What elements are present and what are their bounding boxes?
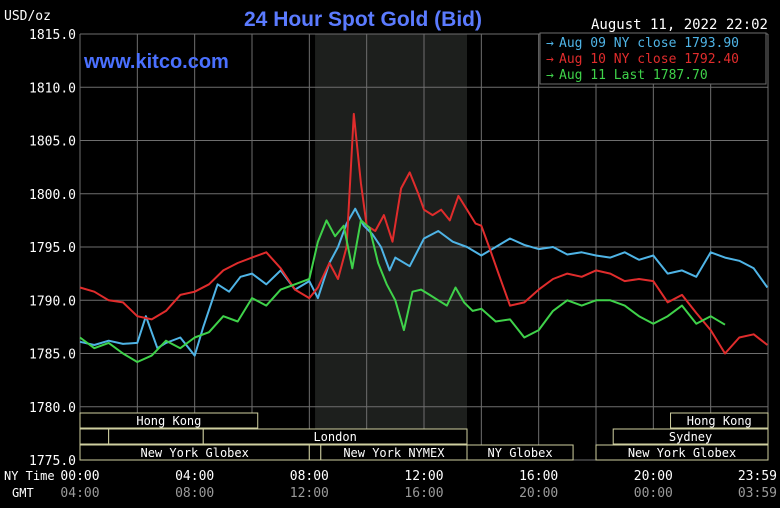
legend-box (539, 32, 767, 85)
session-box (308, 444, 322, 461)
legend-arrow-2: → (546, 52, 554, 67)
x-tick-gmt: 16:00 (404, 486, 443, 501)
y-tick-label: 1780.0 (29, 401, 76, 416)
session-label: Hong Kong (687, 414, 752, 428)
session-box (108, 428, 204, 445)
session-box (79, 412, 259, 429)
series-lines (79, 112, 769, 363)
y-tick-label: 1785.0 (29, 348, 76, 363)
grid-lines (79, 33, 769, 461)
x-tick-ny: 08:00 (290, 469, 329, 484)
y-tick-label: 1800.0 (29, 188, 76, 203)
chart-title: 24 Hour Spot Gold (Bid) (244, 8, 482, 31)
session-label: Hong Kong (136, 414, 201, 428)
series-line-1 (79, 207, 769, 357)
session-box (595, 444, 769, 461)
session-box (202, 428, 468, 445)
x-tick-gmt: 08:00 (175, 486, 214, 501)
y-tick-label: 1810.0 (29, 81, 76, 96)
legend-arrow-1: → (546, 36, 554, 51)
watermark: www.kitco.com (83, 51, 229, 73)
session-box (466, 444, 574, 461)
session-box (612, 428, 769, 445)
x-tick-ny: 20:00 (634, 469, 673, 484)
session-box (670, 412, 769, 429)
y-tick-label: 1795.0 (29, 241, 76, 256)
x-tick-gmt: 12:00 (290, 486, 329, 501)
legend: → Aug 09 NY close 1793.90 → Aug 10 NY cl… (539, 32, 767, 85)
series-line-3 (79, 219, 726, 363)
legend-arrow-3: → (546, 68, 554, 83)
x-tick-ny: 16:00 (519, 469, 558, 484)
session-box (79, 428, 110, 445)
market-sessions: Hong Kong London New York Globex New York N… (79, 412, 769, 461)
y-axis-ticks: 1815.0 1810.0 1805.0 1800.0 1795.0 1790.0 1785… (29, 28, 76, 469)
x-tick-ny: 00:00 (60, 469, 99, 484)
y-tick-label: 1815.0 (29, 28, 76, 43)
gmt-label: GMT (12, 486, 34, 500)
x-tick-ny: 12:00 (404, 469, 443, 484)
x-tick-ny: 04:00 (175, 469, 214, 484)
series-line-2 (79, 112, 769, 355)
legend-entry-aug09: Aug 09 NY close 1793.90 (559, 36, 739, 51)
x-tick-gmt: 04:00 (60, 486, 99, 501)
session-label: New York Globex (628, 446, 736, 460)
unit-label: USD/oz (4, 9, 51, 24)
session-label: London (313, 430, 356, 444)
legend-entry-aug11: Aug 11 Last 1787.70 (559, 68, 708, 83)
x-tick-gmt: 20:00 (519, 486, 558, 501)
timestamp: August 11, 2022 22:02 (591, 17, 768, 33)
y-tick-label: 1805.0 (29, 135, 76, 150)
session-label: NY Globex (488, 446, 553, 460)
x-axis-ticks: 00:00 04:00 04:00 08:00 08:00 12:00 12:00 16:00… (60, 469, 777, 501)
session-label: New York NYMEX (343, 446, 445, 460)
y-tick-label: 1790.0 (29, 294, 76, 309)
session-label: New York Globex (140, 446, 248, 460)
legend-entry-aug10: Aug 10 NY close 1792.40 (559, 52, 739, 67)
x-tick-gmt: 03:59 (738, 486, 777, 501)
x-tick-gmt: 00:00 (634, 486, 673, 501)
session-label: Sydney (669, 430, 712, 444)
ny-time-label: NY Time (4, 469, 55, 483)
x-tick-ny: 23:59 (738, 469, 777, 484)
y-tick-label: 1775.0 (29, 454, 76, 469)
